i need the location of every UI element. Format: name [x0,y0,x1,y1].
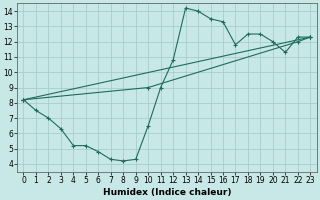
X-axis label: Humidex (Indice chaleur): Humidex (Indice chaleur) [103,188,231,197]
